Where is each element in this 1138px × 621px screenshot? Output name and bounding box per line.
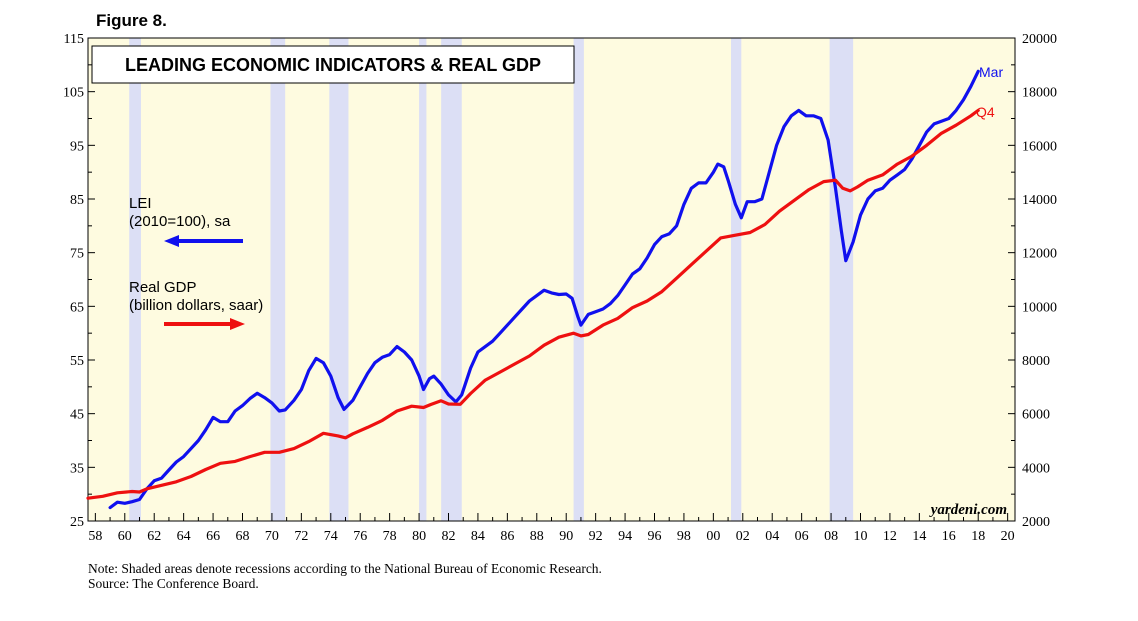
right-tick-label: 10000 [1022,300,1057,315]
x-tick-label: 06 [795,529,809,544]
x-tick-label: 88 [530,529,544,544]
x-tick-label: 76 [353,529,367,544]
x-tick-label: 90 [559,529,573,544]
recession-band [573,38,584,521]
right-tick-label: 18000 [1022,86,1057,101]
x-tick-label: 10 [854,529,868,544]
right-tick-label: 20000 [1022,32,1057,47]
figure-label: Figure 8. [96,11,167,30]
x-tick-label: 60 [118,529,132,544]
x-tick-label: 68 [236,529,250,544]
recession-band [270,38,286,521]
x-tick-label: 72 [294,529,308,544]
left-tick-label: 65 [70,300,84,315]
x-tick-label: 20 [1001,529,1015,544]
x-tick-label: 66 [206,529,220,544]
x-tick-label: 08 [824,529,838,544]
x-axis: 58 60 62 64 66 68 70 72 74 76 78 80 82 84 86 88 90 92 94 96… [88,529,1014,544]
footnote-note: Note: Shaded areas denote recessions acc… [88,561,602,576]
series-lines [86,69,980,510]
right-tick-label: 2000 [1022,515,1050,530]
legend-lei-unit: (2010=100), sa [129,213,231,230]
x-tick-label: 74 [324,529,338,544]
recession-band [419,38,427,521]
legend-gdp-unit: (billion dollars, saar) [129,297,263,314]
x-tick-label: 62 [147,529,161,544]
left-axis: 25 35 45 55 65 75 85 95 105 115 [63,32,84,530]
left-tick-label: 95 [70,139,84,154]
legend-gdp: Real GDP (billion dollars, saar) [129,279,263,330]
right-tick-label: 4000 [1022,461,1050,476]
x-tick-label: 02 [736,529,750,544]
right-tick-label: 6000 [1022,408,1050,423]
arrow-right-icon [164,318,245,330]
arrow-left-icon [164,235,243,247]
x-tick-label: 94 [618,529,632,544]
x-tick-label: 04 [765,529,779,544]
left-tick-label: 45 [70,408,84,423]
right-tick-label: 16000 [1022,139,1057,154]
left-tick-label: 75 [70,247,84,262]
x-tick-label: 92 [589,529,603,544]
gdp-end-label: Q4 [976,104,995,120]
x-tick-label: 96 [648,529,662,544]
x-tick-label: 58 [88,529,102,544]
x-tick-label: 82 [442,529,456,544]
watermark: yardeni.com [929,502,1007,518]
title-box: LEADING ECONOMIC INDICATORS & REAL GDP [91,45,575,84]
legend-lei: LEI (2010=100), sa [129,195,243,247]
left-tick-label: 25 [70,515,84,530]
right-axis: 2000 4000 6000 8000 10000 12000 14000 16000 1800… [1022,32,1057,530]
x-tick-label: 78 [383,529,397,544]
axis-ticks [88,37,1015,522]
recession-band [129,38,141,521]
legend-gdp-name: Real GDP [129,279,197,296]
legend-lei-name: LEI [129,195,152,212]
x-tick-label: 00 [706,529,720,544]
left-tick-label: 35 [70,461,84,476]
recession-band [731,38,742,521]
right-tick-label: 14000 [1022,193,1057,208]
chart-title: LEADING ECONOMIC INDICATORS & REAL GDP [125,55,541,75]
footnote-source: Source: The Conference Board. [88,576,259,591]
lei-line [108,69,980,510]
left-tick-label: 85 [70,193,84,208]
x-tick-label: 12 [883,529,897,544]
x-tick-label: 80 [412,529,426,544]
x-tick-label: 84 [471,529,485,544]
x-tick-label: 70 [265,529,279,544]
left-tick-label: 55 [70,354,84,369]
x-tick-label: 64 [177,529,191,544]
x-tick-label: 86 [500,529,514,544]
plot-background [88,38,1015,521]
right-tick-label: 12000 [1022,247,1057,262]
gdp-line [86,108,980,500]
recession-band [441,38,462,521]
plot-frame [87,37,1016,522]
x-tick-label: 98 [677,529,691,544]
recession-band [329,38,349,521]
x-tick-label: 18 [971,529,985,544]
left-tick-label: 115 [64,32,84,47]
recession-band [829,38,854,521]
x-tick-label: 14 [912,529,926,544]
right-tick-label: 8000 [1022,354,1050,369]
x-tick-label: 16 [942,529,956,544]
lei-end-label: Mar [979,64,1003,80]
left-tick-label: 105 [63,86,84,101]
